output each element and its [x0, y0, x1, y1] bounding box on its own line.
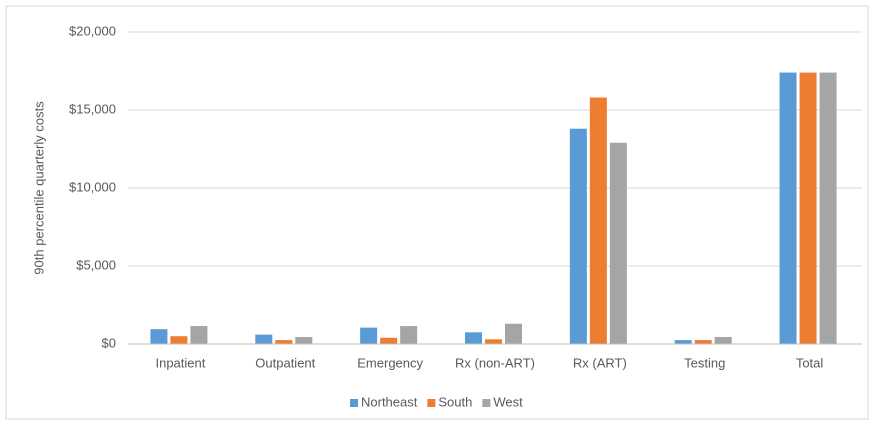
x-tick-label: Total — [796, 355, 824, 370]
bar — [694, 340, 712, 344]
y-tick-label: $20,000 — [69, 23, 116, 38]
bar — [485, 339, 502, 344]
y-tick-label: $5,000 — [76, 257, 116, 272]
legend-swatch — [350, 399, 358, 407]
legend-label: Northeast — [361, 394, 418, 409]
bar — [360, 327, 378, 344]
bar — [190, 326, 208, 344]
x-tick-label: Emergency — [357, 355, 423, 370]
bar — [799, 72, 817, 344]
bar — [819, 72, 837, 344]
x-tick-label: Rx (non-ART) — [455, 355, 535, 370]
bar — [170, 336, 188, 344]
bar — [569, 128, 587, 344]
bar — [609, 142, 627, 344]
bar — [255, 334, 273, 344]
x-tick-label: Inpatient — [155, 355, 205, 370]
bar — [589, 97, 607, 345]
legend-label: South — [438, 394, 472, 409]
bar — [380, 337, 398, 344]
x-tick-label: Testing — [684, 355, 725, 370]
bar — [400, 326, 418, 344]
x-tick-label: Outpatient — [255, 355, 315, 370]
x-tick-label: Rx (ART) — [573, 355, 627, 370]
y-tick-label: $15,000 — [69, 101, 116, 116]
chart-frame — [5, 5, 869, 420]
bar — [674, 340, 692, 344]
bar — [714, 336, 732, 344]
legend-swatch — [427, 399, 436, 407]
bar — [465, 332, 482, 344]
bar — [275, 340, 293, 344]
legend-label: West — [493, 394, 523, 409]
y-tick-label: $10,000 — [69, 179, 116, 194]
bar — [779, 72, 797, 344]
bar — [295, 336, 313, 344]
y-tick-label: $0 — [102, 335, 116, 350]
bar — [150, 329, 168, 344]
y-axis-label: 90th percentile quarterly costs — [31, 101, 46, 275]
legend-swatch — [482, 399, 491, 407]
bar — [505, 323, 522, 344]
